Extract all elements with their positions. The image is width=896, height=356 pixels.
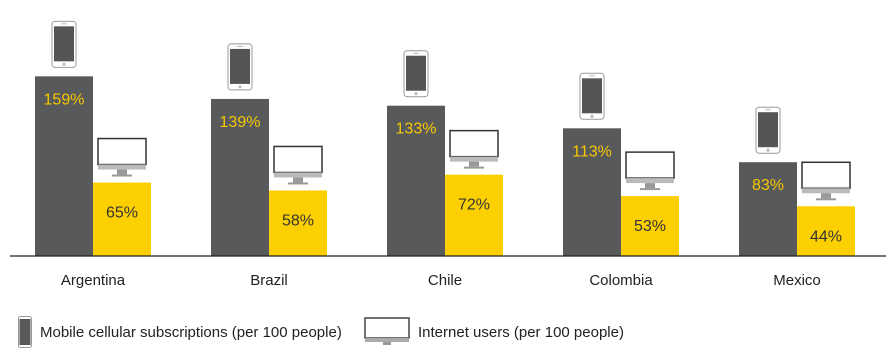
data-label-mobile: 83% bbox=[752, 177, 784, 194]
bars-layer: 159% 65% 139% 58% 133% 72% 113% 53% 83% 44% bbox=[35, 20, 855, 257]
data-label-internet: 44% bbox=[810, 228, 842, 245]
legend-label-mobile: Mobile cellular subscriptions (per 100 p… bbox=[40, 323, 342, 341]
bar-mobile bbox=[563, 128, 621, 256]
bar-mobile bbox=[387, 105, 445, 257]
legend-item-mobile: Mobile cellular subscriptions (per 100 p… bbox=[18, 312, 342, 352]
x-tick-label: Chile bbox=[428, 272, 462, 289]
smartphone-icon bbox=[403, 50, 429, 98]
legend-swatch-internet bbox=[364, 317, 410, 345]
data-label-internet: 53% bbox=[634, 218, 666, 235]
smartphone-icon bbox=[755, 106, 781, 154]
bar-mobile bbox=[739, 162, 797, 256]
data-label-internet: 72% bbox=[458, 197, 490, 214]
monitor-icon bbox=[97, 137, 147, 177]
data-label-internet: 65% bbox=[106, 205, 138, 222]
bar-internet bbox=[445, 174, 503, 256]
bar-mobile bbox=[211, 98, 269, 257]
data-label-internet: 58% bbox=[282, 212, 314, 229]
monitor-icon bbox=[449, 129, 499, 169]
x-tick-label: Argentina bbox=[61, 272, 126, 289]
x-tick-labels: Argentina Brazil Chile Colombia Mexico bbox=[61, 272, 821, 289]
x-tick-label: Brazil bbox=[250, 272, 288, 289]
data-label-mobile: 159% bbox=[44, 91, 85, 108]
smartphone-icon bbox=[51, 20, 77, 68]
bar-internet bbox=[797, 206, 855, 256]
monitor-icon bbox=[801, 161, 851, 201]
data-label-mobile: 133% bbox=[396, 121, 437, 138]
data-label-mobile: 139% bbox=[220, 114, 261, 131]
legend-item-internet: Internet users (per 100 people) bbox=[364, 312, 624, 352]
data-label-mobile: 113% bbox=[572, 143, 612, 160]
legend-swatch-mobile bbox=[18, 316, 32, 348]
monitor-icon bbox=[625, 151, 675, 191]
bar-internet bbox=[93, 182, 151, 256]
bar-mobile bbox=[35, 76, 93, 256]
monitor-icon bbox=[273, 145, 323, 185]
x-tick-label: Mexico bbox=[773, 272, 821, 289]
smartphone-icon bbox=[227, 43, 253, 91]
bar-internet bbox=[269, 190, 327, 256]
x-tick-label: Colombia bbox=[589, 272, 653, 289]
bar-internet bbox=[621, 196, 679, 256]
smartphone-icon bbox=[579, 72, 605, 120]
legend-label-internet: Internet users (per 100 people) bbox=[418, 323, 624, 341]
legend: Mobile cellular subscriptions (per 100 p… bbox=[0, 312, 896, 356]
